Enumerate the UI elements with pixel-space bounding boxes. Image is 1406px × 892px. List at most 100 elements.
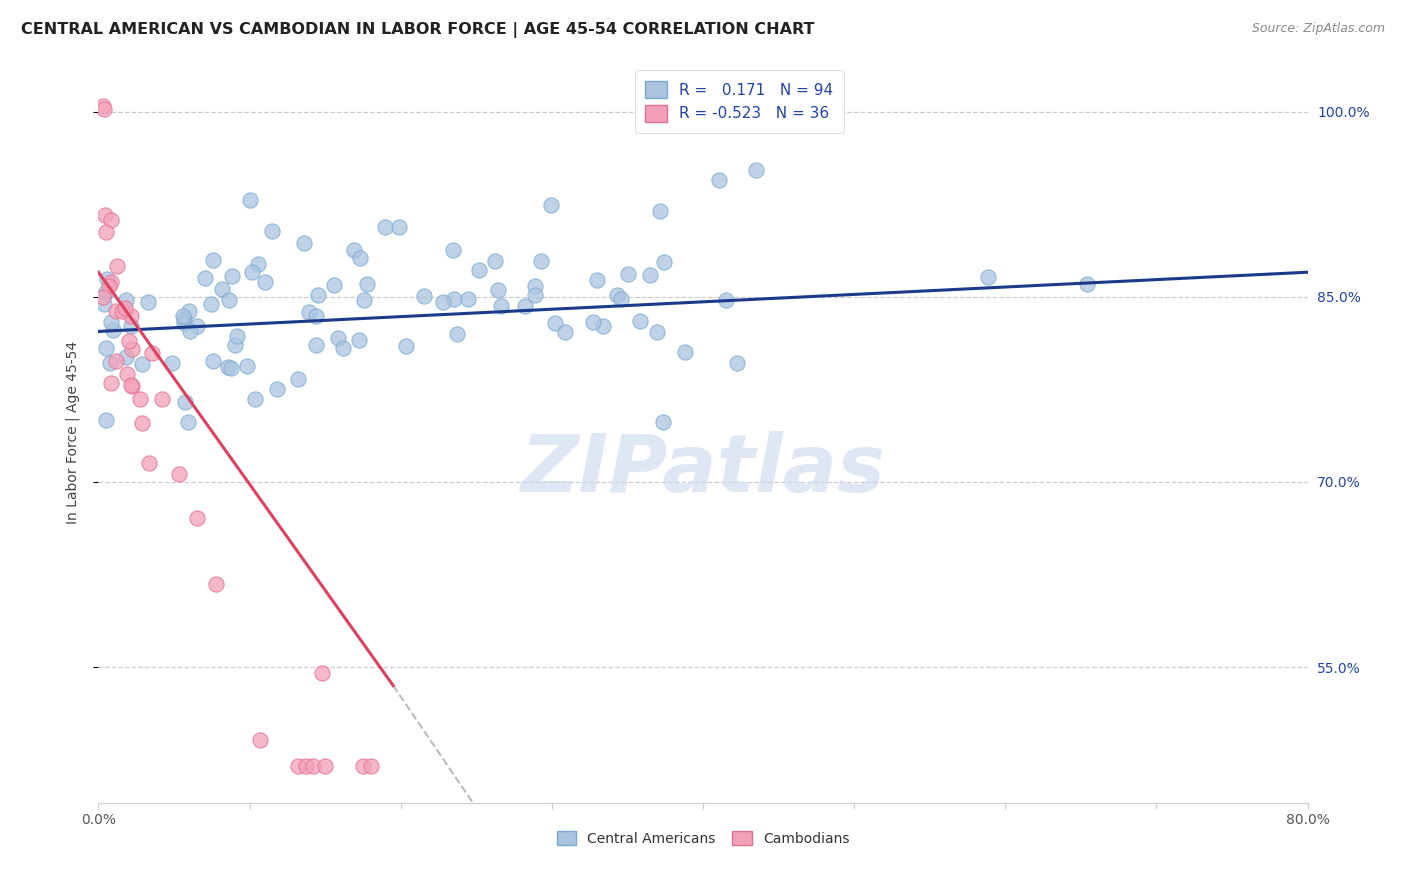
- Point: [98, 356, 121, 370]
- Point: [179, 324, 201, 338]
- Point: [174, 395, 197, 409]
- Point: [131, 416, 153, 430]
- Point: [93, 103, 115, 117]
- Point: [121, 379, 143, 393]
- Point: [725, 356, 748, 370]
- Point: [648, 203, 671, 218]
- Point: [352, 758, 374, 772]
- Point: [673, 345, 696, 359]
- Point: [240, 265, 263, 279]
- Point: [211, 282, 233, 296]
- Point: [94, 413, 117, 427]
- Point: [581, 315, 603, 329]
- Point: [412, 289, 434, 303]
- Point: [606, 288, 628, 302]
- Text: Source: ZipAtlas.com: Source: ZipAtlas.com: [1251, 22, 1385, 36]
- Point: [353, 293, 375, 307]
- Point: [201, 353, 224, 368]
- Point: [169, 467, 191, 482]
- Point: [530, 254, 553, 268]
- Point: [486, 283, 509, 297]
- Point: [115, 351, 138, 365]
- Point: [356, 277, 378, 291]
- Point: [115, 368, 138, 382]
- Point: [224, 338, 246, 352]
- Point: [349, 251, 371, 265]
- Point: [221, 269, 243, 284]
- Point: [457, 293, 479, 307]
- Point: [314, 758, 336, 772]
- Point: [489, 299, 512, 313]
- Point: [254, 275, 277, 289]
- Y-axis label: In Labor Force | Age 45-54: In Labor Force | Age 45-54: [66, 341, 80, 524]
- Point: [287, 372, 309, 386]
- Point: [141, 346, 163, 360]
- Point: [446, 326, 468, 341]
- Point: [287, 758, 309, 772]
- Point: [262, 224, 284, 238]
- Point: [91, 98, 114, 112]
- Point: [120, 318, 142, 333]
- Point: [177, 415, 200, 429]
- Point: [235, 359, 257, 373]
- Point: [652, 255, 675, 269]
- Legend: Central Americans, Cambodians: Central Americans, Cambodians: [551, 825, 855, 851]
- Point: [298, 305, 321, 319]
- Point: [129, 392, 152, 406]
- Point: [467, 262, 489, 277]
- Point: [640, 268, 662, 283]
- Point: [100, 275, 122, 289]
- Point: [524, 279, 547, 293]
- Point: [432, 295, 454, 310]
- Point: [395, 339, 418, 353]
- Point: [388, 220, 411, 235]
- Point: [100, 376, 122, 390]
- Text: CENTRAL AMERICAN VS CAMBODIAN IN LABOR FORCE | AGE 45-54 CORRELATION CHART: CENTRAL AMERICAN VS CAMBODIAN IN LABOR F…: [21, 22, 814, 38]
- Point: [105, 259, 128, 273]
- Point: [202, 252, 225, 267]
- Point: [586, 273, 609, 287]
- Point: [103, 323, 125, 337]
- Point: [360, 758, 382, 772]
- Point: [714, 293, 737, 307]
- Point: [93, 297, 115, 311]
- Point: [186, 511, 208, 525]
- Point: [117, 334, 139, 348]
- Point: [295, 758, 318, 772]
- Point: [709, 173, 731, 187]
- Point: [173, 316, 195, 330]
- Point: [323, 277, 346, 292]
- Point: [100, 213, 122, 227]
- Point: [138, 456, 160, 470]
- Point: [332, 341, 354, 355]
- Point: [305, 309, 328, 323]
- Point: [120, 377, 142, 392]
- Point: [652, 415, 675, 429]
- Point: [172, 309, 194, 323]
- Point: [311, 666, 333, 681]
- Point: [443, 292, 465, 306]
- Point: [120, 309, 142, 323]
- Point: [94, 341, 117, 355]
- Point: [160, 356, 183, 370]
- Point: [186, 319, 208, 334]
- Point: [221, 360, 243, 375]
- Point: [328, 331, 350, 345]
- Point: [136, 294, 159, 309]
- Point: [218, 293, 240, 307]
- Point: [131, 357, 153, 371]
- Text: ZIPatlas: ZIPatlas: [520, 431, 886, 508]
- Point: [94, 285, 117, 299]
- Point: [111, 304, 134, 318]
- Point: [114, 301, 136, 315]
- Point: [609, 292, 631, 306]
- Point: [628, 314, 651, 328]
- Point: [617, 268, 640, 282]
- Point: [247, 256, 270, 270]
- Point: [1076, 277, 1098, 292]
- Point: [301, 758, 323, 772]
- Point: [173, 312, 195, 326]
- Point: [292, 236, 315, 251]
- Point: [544, 316, 567, 330]
- Point: [94, 225, 117, 239]
